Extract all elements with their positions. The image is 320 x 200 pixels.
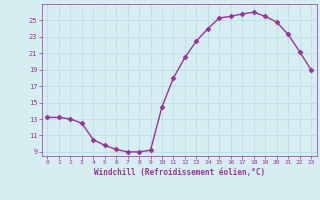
X-axis label: Windchill (Refroidissement éolien,°C): Windchill (Refroidissement éolien,°C) [94, 168, 265, 177]
